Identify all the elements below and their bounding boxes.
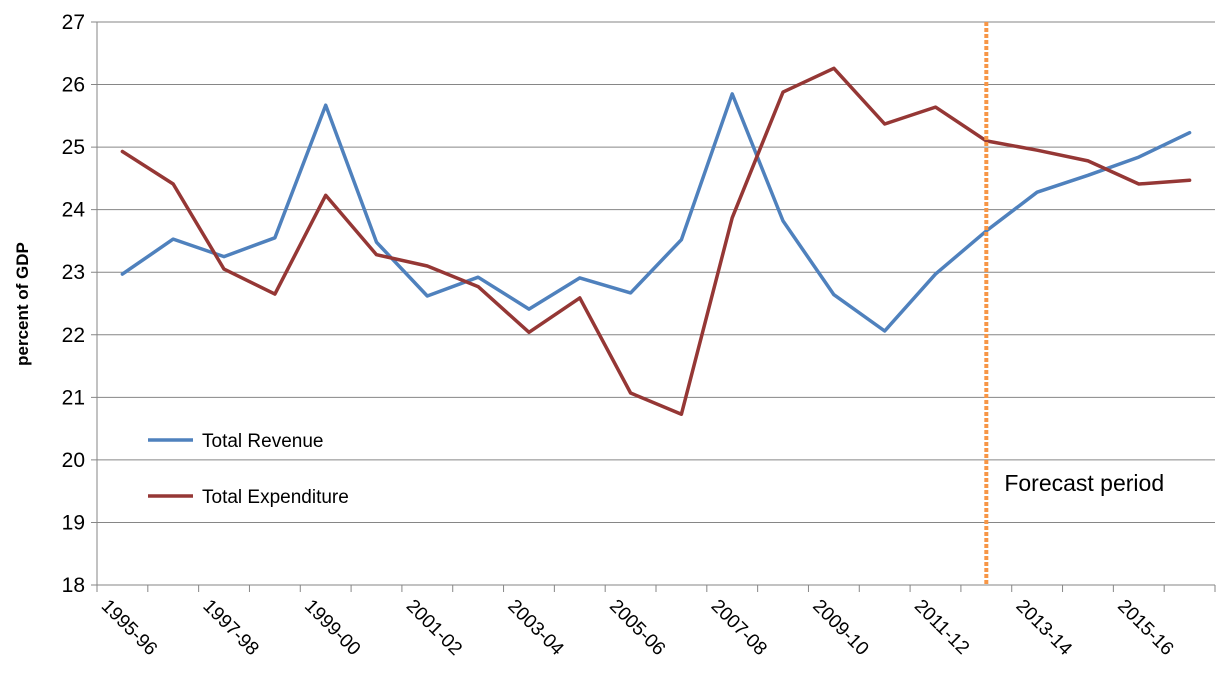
x-tick-label: 1997-98 [199, 596, 263, 660]
series-lines [120, 66, 1192, 416]
y-tick-label: 23 [62, 261, 85, 284]
x-tick-label: 2015-16 [1113, 596, 1177, 660]
legend-label: Total Expenditure [202, 487, 349, 508]
y-tick-label: 21 [62, 386, 85, 409]
y-tick-label: 27 [62, 11, 85, 34]
axes: 18 19 20 21 22 23 24 25 26 27 1995-96 1997-98 1999-0… [62, 11, 1216, 660]
x-tick-label: 2005-06 [605, 596, 669, 660]
y-tick-label: 20 [62, 449, 85, 472]
y-tick-label: 25 [62, 136, 85, 159]
x-tick-label: 2003-04 [503, 596, 567, 660]
x-tick-label: 2001-02 [402, 596, 466, 660]
legend-label: Total Revenue [202, 431, 323, 452]
x-tick-label: 2011-12 [910, 596, 973, 659]
x-tick-label: 1995-96 [97, 596, 161, 660]
y-tick-label: 26 [62, 74, 85, 97]
legend: Total Revenue Total Expenditure [148, 431, 349, 508]
forecast-period-label: Forecast period [1004, 470, 1164, 496]
y-tick-label: 18 [62, 574, 85, 597]
x-tick-label: 1999-00 [300, 596, 364, 660]
y-tick-label: 24 [62, 199, 86, 222]
x-tick-label: 2013-14 [1012, 596, 1076, 660]
gridlines [91, 21, 1215, 586]
x-tick-label: 2009-10 [808, 596, 872, 660]
y-axis-title: percent of GDP [13, 242, 32, 366]
series-line-total-revenue [120, 92, 1192, 333]
y-tick-label: 22 [62, 324, 85, 347]
y-tick-label: 19 [62, 511, 85, 534]
annotations: Forecast period [984, 22, 1164, 585]
series-line-total-expenditure [120, 66, 1192, 416]
x-tick-label: 2007-08 [707, 596, 771, 660]
